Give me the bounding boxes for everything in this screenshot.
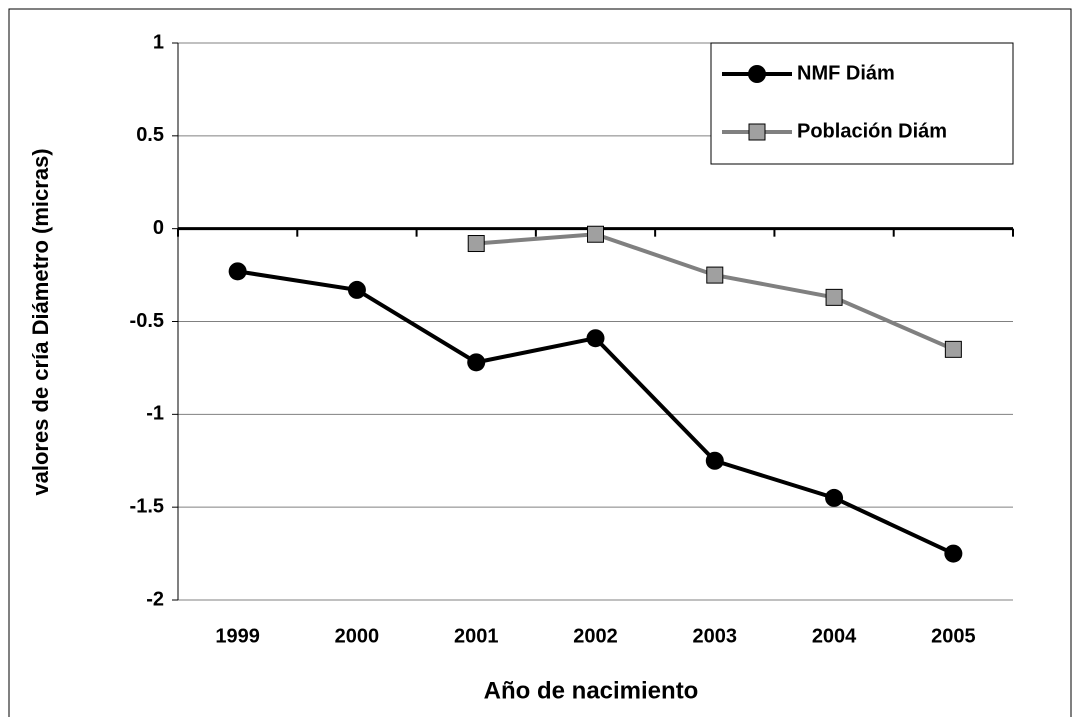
marker bbox=[587, 225, 604, 243]
legend-box bbox=[710, 42, 1014, 165]
legend-label: Población Diám bbox=[797, 120, 947, 142]
y-tick-label: -1.5 bbox=[130, 495, 164, 517]
marker bbox=[705, 451, 724, 470]
y-tick-label: -1 bbox=[146, 403, 164, 425]
y-tick-label: 1 bbox=[153, 31, 164, 53]
marker bbox=[228, 262, 247, 281]
x-tick-label: 2000 bbox=[335, 625, 380, 647]
marker bbox=[825, 488, 844, 507]
series-line bbox=[476, 232, 955, 352]
x-tick-label: 2001 bbox=[454, 625, 499, 647]
x-tick-label: 1999 bbox=[215, 625, 260, 647]
y-tick-label: 0.5 bbox=[136, 124, 164, 146]
y-tick-label: 0 bbox=[153, 217, 164, 239]
marker bbox=[944, 340, 962, 358]
x-tick-label: 2002 bbox=[573, 625, 618, 647]
marker bbox=[347, 280, 366, 299]
marker bbox=[825, 288, 843, 306]
legend-label: NMF Diám bbox=[797, 62, 895, 84]
x-axis-label: Año de nacimiento bbox=[484, 677, 699, 704]
marker bbox=[748, 65, 766, 83]
marker bbox=[706, 266, 724, 284]
x-tick-label: 2005 bbox=[931, 625, 976, 647]
y-axis-label: valores de cría Diámetro (micras) bbox=[28, 148, 53, 495]
x-tick-label: 2004 bbox=[812, 625, 857, 647]
series-line bbox=[237, 269, 955, 556]
marker bbox=[467, 353, 486, 372]
marker bbox=[748, 123, 766, 141]
marker bbox=[467, 235, 485, 253]
chart-border bbox=[8, 8, 1072, 717]
y-tick-label: -0.5 bbox=[130, 310, 164, 332]
x-tick-label: 2003 bbox=[693, 625, 738, 647]
marker bbox=[944, 544, 963, 563]
y-tick-label: -2 bbox=[146, 588, 164, 610]
marker bbox=[586, 329, 605, 348]
